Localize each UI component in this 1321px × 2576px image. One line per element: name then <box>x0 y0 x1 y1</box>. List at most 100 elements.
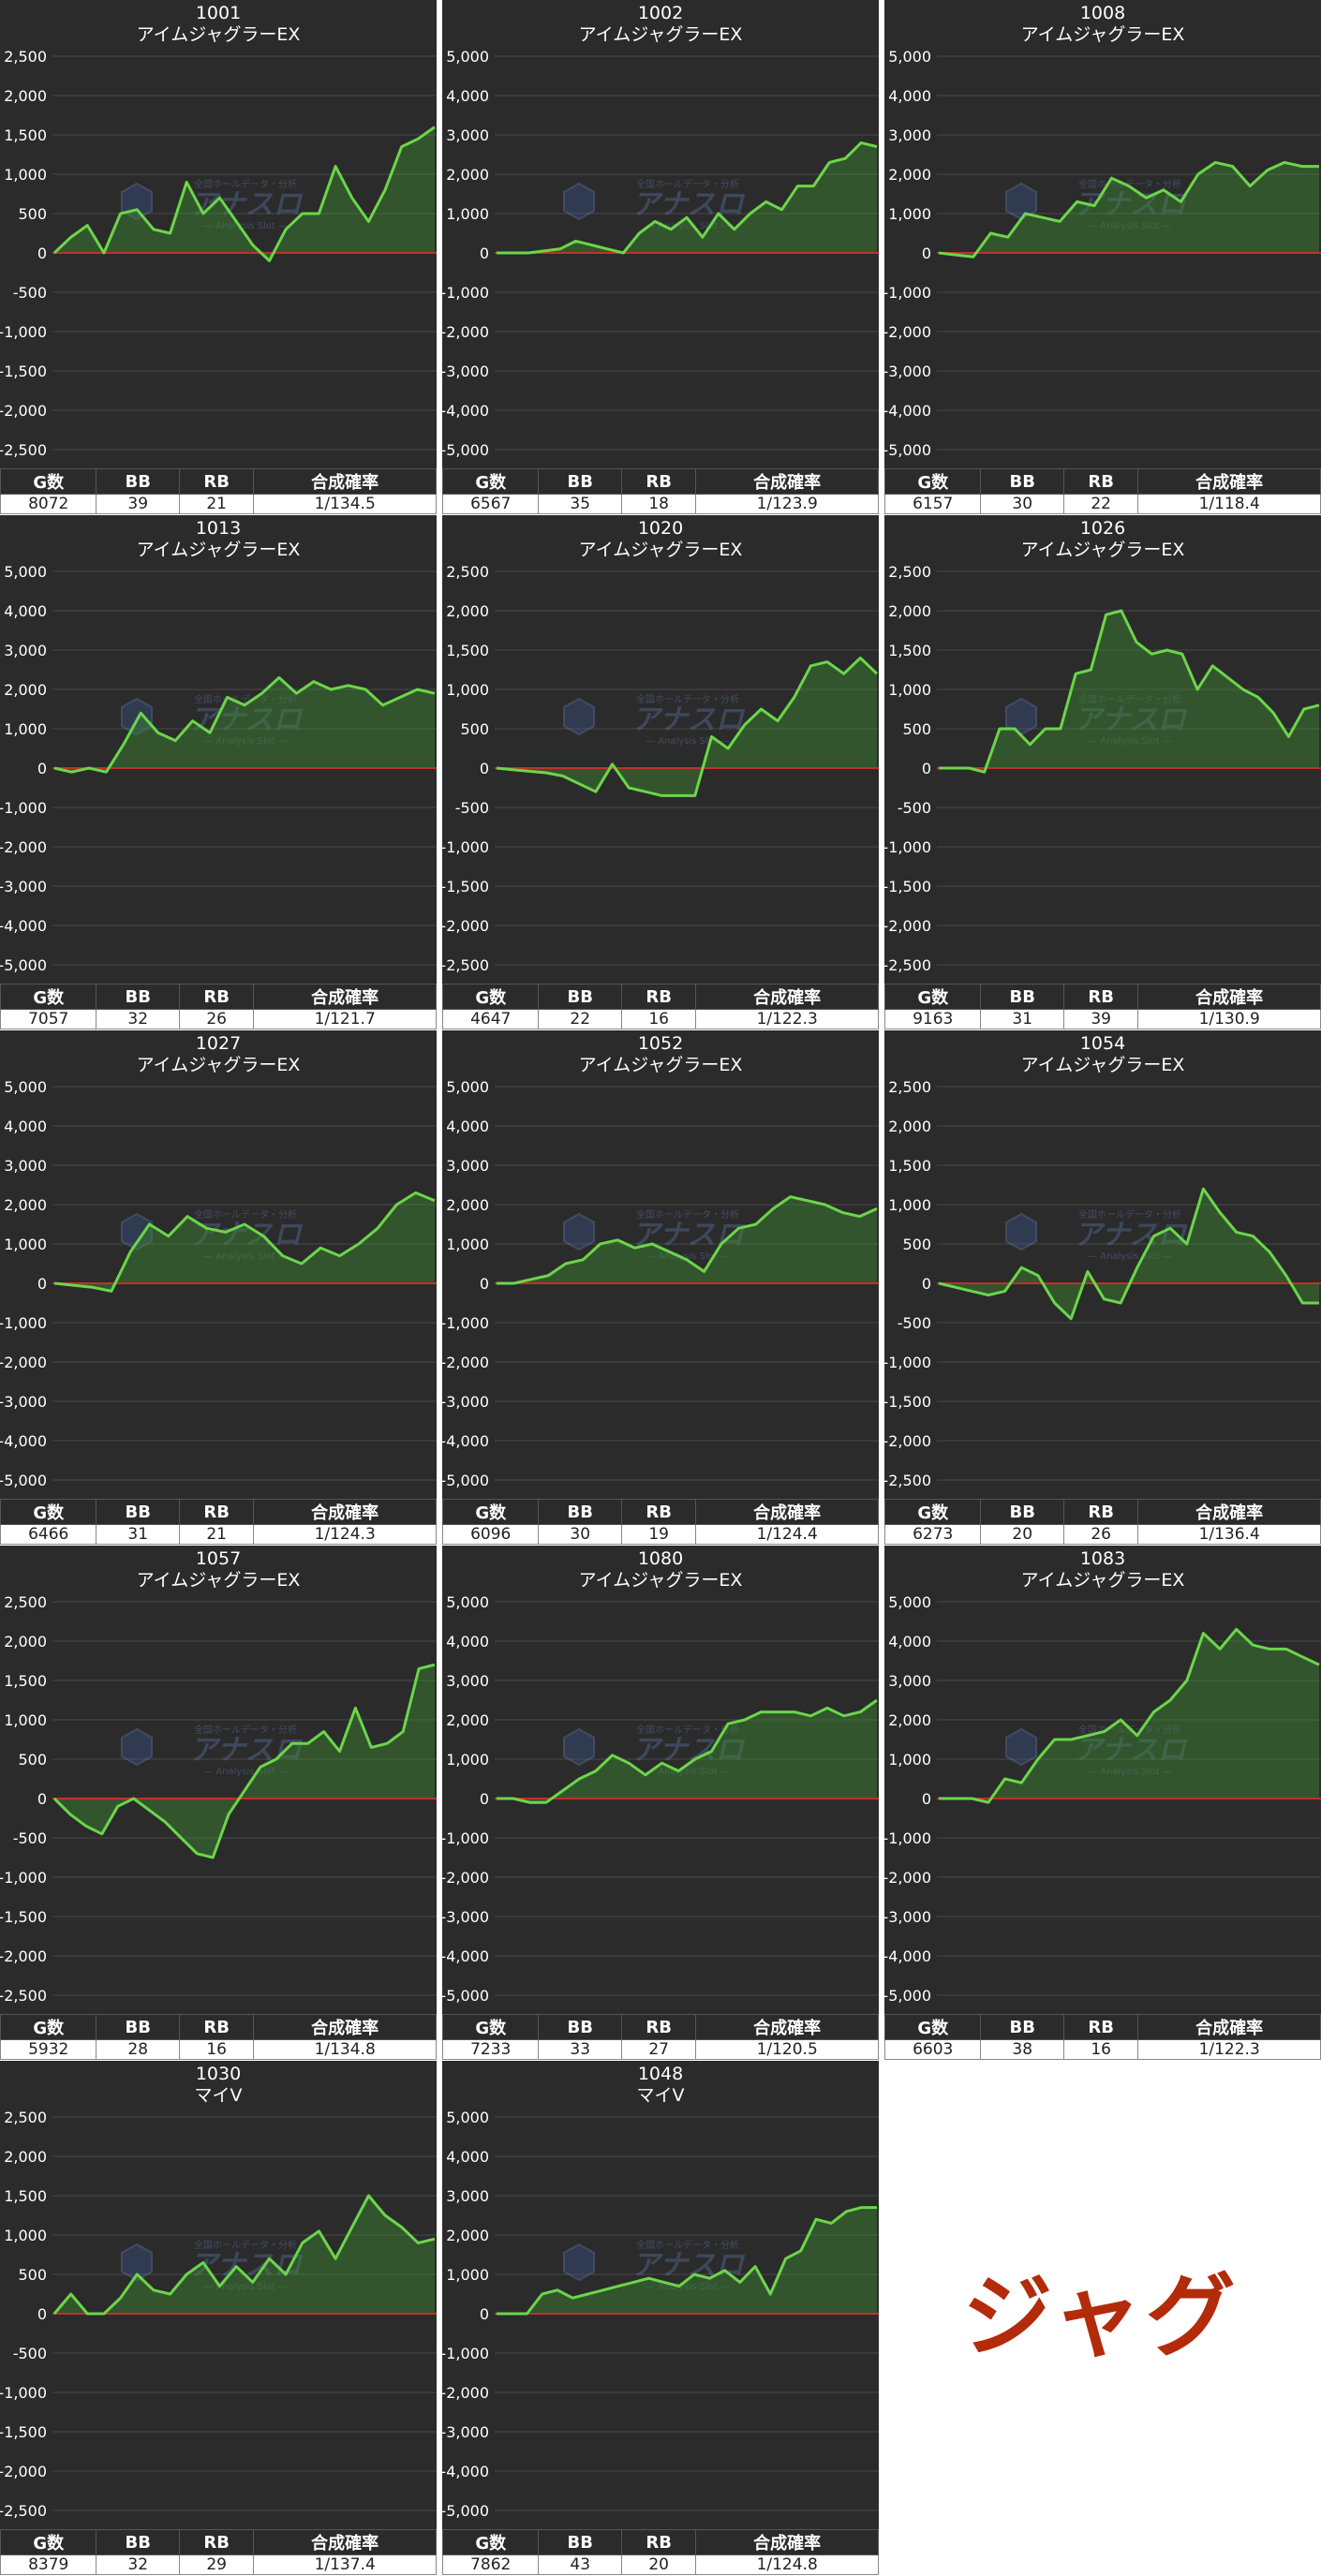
g-count-value: 7057 <box>0 1009 97 1029</box>
stats-table: G数 BB RB 合成確率 8379 32 29 1/137.4 <box>0 2529 437 2575</box>
series-line <box>497 2206 877 2316</box>
rb-count-value: 16 <box>1062 2039 1139 2060</box>
slump-chart: 5,000 4,000 3,000 2,000 1,000 0 -1,000 -2,000 -3… <box>884 1593 1321 2005</box>
area-fill <box>497 142 877 253</box>
y-tick-label: 0 <box>37 760 47 777</box>
slump-chart: 2,500 2,000 1,500 1,000 500 0 -500 -1,000 -1,500… <box>0 1593 437 2005</box>
y-tick-label: -3,000 <box>442 2423 489 2441</box>
g-count-header: G数 <box>441 1499 540 1525</box>
machine-number: 1008 <box>1079 3 1126 23</box>
y-tick-label: -1,000 <box>0 323 47 341</box>
y-tick-label: -4,000 <box>442 1432 489 1450</box>
y-tick-label: -2,500 <box>0 1987 47 2005</box>
machine-name: アイムジャグラーEX <box>136 1570 301 1591</box>
machine-number: 1083 <box>1079 1548 1126 1569</box>
y-tick-label: 2,500 <box>4 1593 47 1611</box>
rb-count-header: RB <box>178 2014 255 2040</box>
machine-panel: 5,000 4,000 3,000 2,000 1,000 0 -1,000 -2,000 -3… <box>883 0 1321 514</box>
machine-name: アイムジャグラーEX <box>136 1055 301 1075</box>
combined-probability-header: 合成確率 <box>1137 984 1321 1010</box>
machine-panel: 2,500 2,000 1,500 1,000 500 0 -500 -1,000 -1,500… <box>0 2061 437 2575</box>
machine-name: アイムジャグラーEX <box>1020 540 1185 560</box>
g-count-header: G数 <box>0 2529 97 2555</box>
watermark-name: アナスロ <box>189 188 303 221</box>
area-fill <box>497 1700 877 1803</box>
g-count-header: G数 <box>883 468 982 495</box>
y-tick-label: -2,500 <box>884 956 931 974</box>
y-tick-label: -500 <box>898 1314 931 1332</box>
combined-probability-header: 合成確率 <box>253 2529 437 2555</box>
rb-count-header: RB <box>620 1499 697 1525</box>
y-tick-label: 500 <box>18 205 47 223</box>
y-tick-label: 500 <box>18 1751 47 1769</box>
watermark-name: アナスロ <box>1074 1734 1187 1767</box>
y-tick-label: -2,000 <box>0 838 47 856</box>
y-tick-label: -2,000 <box>442 1869 489 1887</box>
y-tick-label: 1,000 <box>888 681 931 699</box>
combined-probability-header: 合成確率 <box>695 2529 879 2555</box>
series-line <box>53 675 436 774</box>
watermark-logo-icon <box>1005 1212 1037 1251</box>
slump-chart: 5,000 4,000 3,000 2,000 1,000 0 -1,000 -2,000 -3… <box>442 1593 879 2005</box>
g-count-value: 8379 <box>0 2554 97 2575</box>
y-tick-label: 4,000 <box>888 1633 931 1651</box>
y-tick-label: -1,000 <box>884 1829 931 1847</box>
y-tick-label: -2,000 <box>442 2384 489 2402</box>
machine-number: 1027 <box>195 1033 242 1054</box>
combined-probability-header: 合成確率 <box>253 468 437 495</box>
y-tick-label: -4,000 <box>442 2463 489 2480</box>
machine-number: 1030 <box>195 2064 242 2084</box>
watermark-name: アナスロ <box>631 188 745 221</box>
g-count-value: 6096 <box>441 1524 540 1545</box>
area-fill <box>497 1196 877 1283</box>
machine-name: マイV <box>636 2085 685 2106</box>
combined-probability-value: 1/120.5 <box>695 2039 879 2060</box>
rb-count-header: RB <box>1062 984 1139 1010</box>
y-tick-label: -1,000 <box>0 799 47 817</box>
g-count-header: G数 <box>441 468 540 495</box>
series-line <box>939 609 1320 774</box>
bb-count-header: BB <box>96 1499 180 1525</box>
y-tick-label: 3,000 <box>446 126 489 144</box>
y-tick-label: 2,000 <box>4 681 47 699</box>
machine-number: 1057 <box>195 1548 242 1569</box>
combined-probability-value: 1/124.4 <box>695 1524 879 1545</box>
chart-area: 2,500 2,000 1,500 1,000 500 0 -500 -1,000 -1,500… <box>0 1546 437 2014</box>
watermark-sub: — Analysis Slot — <box>1088 221 1172 231</box>
machine-panel: 5,000 4,000 3,000 2,000 1,000 0 -1,000 -2,000 -3… <box>0 1030 437 1545</box>
slump-chart: 2,500 2,000 1,500 1,000 500 0 -500 -1,000 -1,500… <box>884 563 1321 974</box>
y-tick-label: 0 <box>37 244 47 262</box>
bb-count-value: 31 <box>980 1009 1064 1029</box>
stats-table: G数 BB RB 合成確率 6157 30 22 1/118.4 <box>883 468 1321 514</box>
combined-probability-header: 合成確率 <box>1137 468 1321 495</box>
y-tick-label: -500 <box>13 2345 47 2362</box>
y-tick-label: 0 <box>480 760 489 777</box>
watermark-small: 全国ホールデータ・分析 <box>636 178 739 190</box>
slump-chart: 2,500 2,000 1,500 1,000 500 0 -500 -1,000 -1,500… <box>442 563 879 974</box>
y-tick-label: -2,500 <box>0 2502 47 2520</box>
slump-chart: 5,000 4,000 3,000 2,000 1,000 0 -1,000 -2,000 -3… <box>0 1078 437 1489</box>
rb-count-header: RB <box>620 984 697 1010</box>
watermark-logo-icon <box>563 697 595 736</box>
machine-name: アイムジャグラーEX <box>136 24 301 45</box>
y-tick-label: -3,000 <box>884 363 931 380</box>
y-tick-label: -4,000 <box>0 917 47 935</box>
y-tick-label: -500 <box>13 284 47 302</box>
y-tick-label: 2,000 <box>888 166 931 184</box>
y-tick-label: 0 <box>480 1275 489 1293</box>
rb-count-value: 20 <box>620 2554 697 2575</box>
machine-panel: 5,000 4,000 3,000 2,000 1,000 0 -1,000 -2,000 -3… <box>883 1546 1321 2060</box>
y-tick-label: 5,000 <box>888 48 931 66</box>
watermark-small: 全国ホールデータ・分析 <box>1078 693 1181 705</box>
area-fill <box>939 1189 1319 1319</box>
y-tick-label: 4,000 <box>4 1118 47 1135</box>
stats-table: G数 BB RB 合成確率 7057 32 26 1/121.7 <box>0 984 437 1029</box>
watermark-sub: — Analysis Slot — <box>646 1767 730 1777</box>
y-tick-label: 3,000 <box>4 642 47 659</box>
y-tick-label: -2,000 <box>0 402 47 420</box>
machine-panel: 5,000 4,000 3,000 2,000 1,000 0 -1,000 -2,000 -3… <box>441 1030 879 1545</box>
y-tick-label: -3,000 <box>884 1908 931 1926</box>
area-fill <box>54 2196 435 2314</box>
